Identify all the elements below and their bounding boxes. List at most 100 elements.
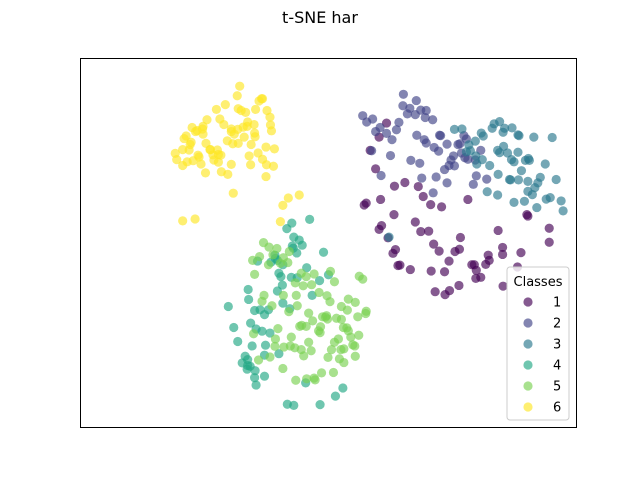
data-point <box>322 291 332 301</box>
data-point <box>290 278 300 288</box>
data-point <box>472 159 482 169</box>
data-point <box>406 155 416 165</box>
data-point <box>248 255 258 265</box>
data-point <box>257 94 268 104</box>
data-point <box>196 159 206 169</box>
data-point <box>489 119 499 129</box>
data-point <box>442 139 452 149</box>
data-point <box>398 89 408 99</box>
data-point <box>244 151 254 161</box>
data-point <box>493 169 503 179</box>
data-point <box>376 170 386 181</box>
data-point <box>178 216 188 226</box>
data-point <box>516 247 526 258</box>
data-point <box>502 148 513 158</box>
data-point <box>223 169 233 179</box>
data-point <box>205 145 215 155</box>
data-point <box>307 290 317 300</box>
data-point <box>367 146 377 156</box>
data-point <box>278 298 288 308</box>
data-point <box>499 123 510 133</box>
data-point <box>471 273 481 284</box>
data-point <box>322 314 333 324</box>
data-point <box>430 287 440 297</box>
data-point <box>411 95 421 106</box>
data-point <box>250 373 260 383</box>
data-point <box>313 326 324 336</box>
data-point <box>343 294 353 304</box>
data-point <box>278 200 288 210</box>
data-point <box>244 294 254 305</box>
data-point <box>529 132 539 142</box>
data-point <box>431 172 441 182</box>
legend-marker <box>523 402 533 412</box>
data-point <box>513 175 524 185</box>
data-point <box>436 202 447 212</box>
data-point <box>246 318 256 328</box>
data-point <box>250 269 260 279</box>
data-point <box>182 157 192 167</box>
data-point <box>434 246 444 256</box>
data-point <box>226 124 236 134</box>
data-point <box>428 115 438 125</box>
data-point <box>298 281 308 291</box>
data-point <box>371 164 381 174</box>
data-point <box>453 139 463 150</box>
legend-marker <box>523 318 533 328</box>
data-point <box>253 355 264 365</box>
data-point <box>405 103 415 113</box>
data-point <box>506 155 517 165</box>
data-point <box>211 104 221 115</box>
data-point <box>498 242 508 253</box>
data-point <box>197 124 208 134</box>
data-point <box>301 321 311 331</box>
data-point <box>544 223 554 233</box>
data-point <box>519 196 530 206</box>
data-point <box>265 352 275 362</box>
data-point <box>330 391 341 401</box>
data-point <box>426 200 436 210</box>
data-point <box>325 266 336 277</box>
data-point <box>350 297 360 308</box>
data-point <box>284 307 294 317</box>
series-class-6 <box>170 81 304 227</box>
data-point <box>547 132 557 143</box>
data-point <box>270 341 280 351</box>
data-point <box>286 332 296 342</box>
data-point <box>304 308 314 318</box>
data-point <box>265 120 276 130</box>
data-point <box>236 105 246 116</box>
data-point <box>261 171 271 182</box>
data-point <box>249 329 259 339</box>
data-point <box>275 217 285 227</box>
data-point <box>495 148 505 158</box>
data-point <box>272 243 282 254</box>
data-point <box>361 306 371 316</box>
data-point <box>455 232 466 243</box>
data-point <box>257 296 267 306</box>
data-point <box>308 316 318 326</box>
data-point <box>233 336 243 347</box>
data-point <box>170 148 180 158</box>
plot-area <box>80 58 577 428</box>
data-point <box>507 123 517 133</box>
data-point <box>436 131 446 141</box>
data-point <box>291 290 301 300</box>
data-point <box>350 341 360 351</box>
data-point <box>329 337 340 347</box>
data-point <box>284 246 294 257</box>
data-point <box>468 179 478 189</box>
legend-entries: 1 2 3 4 5 6 <box>523 296 561 416</box>
legend-label: 2 <box>553 317 561 332</box>
data-point <box>493 225 503 236</box>
legend-item-5: 5 <box>523 380 561 395</box>
legend-item-3: 3 <box>523 338 561 353</box>
data-point <box>278 290 288 300</box>
data-point <box>457 124 467 134</box>
legend-label: 5 <box>553 380 561 395</box>
data-point <box>421 138 431 148</box>
data-point <box>449 124 460 134</box>
data-point <box>302 374 312 384</box>
data-point <box>309 269 319 279</box>
